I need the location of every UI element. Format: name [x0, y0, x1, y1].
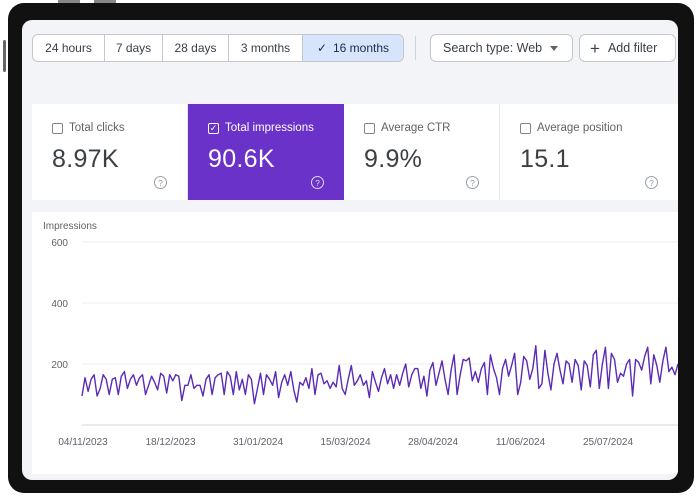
help-icon[interactable]: ? — [154, 176, 167, 189]
impressions-series-line — [81, 345, 678, 405]
chevron-down-icon — [550, 45, 559, 51]
help-icon[interactable]: ? — [466, 176, 479, 189]
metric-value: 15.1 — [520, 145, 570, 173]
device-bezel-mark — [94, 0, 116, 3]
x-tick-label: 11/06/2024 — [496, 437, 546, 448]
metric-card-average-position[interactable]: Average position 15.1 ? — [500, 104, 678, 200]
metric-value: 9.9% — [364, 145, 423, 173]
metric-card-total-impressions[interactable]: ✓ Total impressions 90.6K ? — [188, 104, 344, 200]
y-axis-label: Impressions — [43, 221, 97, 232]
checkmark-icon: ✓ — [316, 41, 327, 55]
range-label: 7 days — [115, 41, 152, 55]
range-label: 16 months — [333, 41, 390, 55]
metric-value: 90.6K — [208, 145, 275, 173]
range-3-months[interactable]: 3 months — [229, 35, 303, 61]
add-filter-button[interactable]: + Add filter — [579, 34, 676, 62]
range-16-months[interactable]: ✓ 16 months — [303, 35, 403, 61]
metric-card-total-clicks[interactable]: Total clicks 8.97K ? — [32, 104, 188, 200]
date-range-selector: 24 hours 7 days 28 days 3 months ✓ 16 mo… — [32, 34, 404, 62]
metric-label: Total clicks — [69, 122, 125, 134]
checkbox-checked-icon[interactable]: ✓ — [208, 122, 219, 134]
device-bezel-mark — [58, 0, 80, 3]
x-tick-label: 25/07/2024 — [583, 437, 633, 448]
help-icon[interactable]: ? — [645, 176, 658, 189]
x-tick-label: 31/01/2024 — [233, 437, 283, 448]
metric-label: Total impressions — [225, 122, 314, 134]
plus-icon: + — [590, 38, 600, 58]
y-tick-label: 200 — [51, 360, 68, 371]
range-28-days[interactable]: 28 days — [163, 35, 229, 61]
search-console-screen: 24 hours 7 days 28 days 3 months ✓ 16 mo… — [22, 20, 678, 480]
checkbox-icon[interactable] — [52, 122, 63, 134]
metric-cards: Total clicks 8.97K ? ✓ Total impressions… — [32, 104, 678, 200]
metric-card-average-ctr[interactable]: Average CTR 9.9% ? — [344, 104, 500, 200]
range-label: 28 days — [174, 41, 217, 55]
impressions-chart: Impressions 200 400 600 04/11/2023 18/12/2023… — [43, 221, 678, 448]
metric-value: 8.97K — [52, 145, 119, 173]
y-tick-label: 400 — [51, 299, 68, 310]
impressions-chart-panel: Impressions 200 400 600 04/11/2023 18/12/2023… — [32, 212, 678, 474]
search-type-dropdown[interactable]: Search type: Web — [430, 34, 573, 62]
checkbox-icon[interactable] — [520, 122, 531, 134]
range-label: 24 hours — [45, 41, 92, 55]
search-type-label: Search type: Web — [443, 41, 543, 55]
checkbox-icon[interactable] — [364, 122, 375, 134]
date-filter-toolbar: 24 hours 7 days 28 days 3 months ✓ 16 mo… — [22, 20, 678, 80]
x-tick-label: 18/12/2023 — [145, 437, 195, 448]
range-7-days[interactable]: 7 days — [105, 35, 163, 61]
help-icon[interactable]: ? — [311, 176, 324, 189]
range-label: 3 months — [240, 41, 291, 55]
add-filter-label: Add filter — [607, 41, 658, 55]
device-side-button — [3, 40, 6, 72]
x-tick-label: 28/04/2024 — [408, 437, 458, 448]
x-tick-label: 04/11/2023 — [58, 437, 108, 448]
metric-label: Average position — [537, 122, 623, 134]
range-24-hours[interactable]: 24 hours — [33, 35, 105, 61]
y-tick-label: 600 — [51, 238, 68, 249]
toolbar-divider — [415, 36, 416, 60]
x-tick-label: 15/03/2024 — [320, 437, 370, 448]
metric-label: Average CTR — [381, 122, 451, 134]
